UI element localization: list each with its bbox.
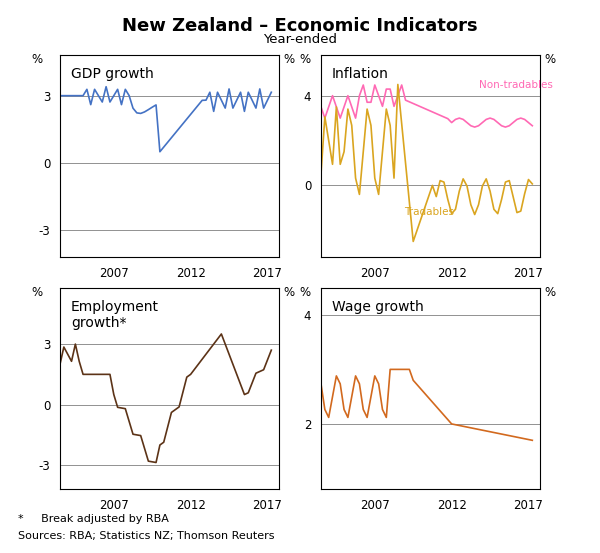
Text: Employment
growth*: Employment growth* bbox=[71, 300, 159, 330]
Text: %: % bbox=[544, 285, 556, 299]
Text: %: % bbox=[299, 285, 310, 299]
Text: %: % bbox=[544, 53, 556, 66]
Text: Year-ended: Year-ended bbox=[263, 33, 337, 46]
Text: New Zealand – Economic Indicators: New Zealand – Economic Indicators bbox=[122, 17, 478, 35]
Text: Wage growth: Wage growth bbox=[332, 300, 424, 314]
Text: Non-tradables: Non-tradables bbox=[479, 80, 553, 90]
Text: %: % bbox=[283, 53, 295, 66]
Text: Tradables: Tradables bbox=[404, 207, 454, 217]
Text: %: % bbox=[283, 285, 295, 299]
Text: %: % bbox=[32, 53, 43, 66]
Text: %: % bbox=[299, 53, 310, 66]
Text: %: % bbox=[32, 285, 43, 299]
Text: GDP growth: GDP growth bbox=[71, 67, 154, 81]
Text: Sources: RBA; Statistics NZ; Thomson Reuters: Sources: RBA; Statistics NZ; Thomson Reu… bbox=[18, 531, 275, 541]
Text: *     Break adjusted by RBA: * Break adjusted by RBA bbox=[18, 514, 169, 524]
Text: Inflation: Inflation bbox=[332, 67, 389, 81]
